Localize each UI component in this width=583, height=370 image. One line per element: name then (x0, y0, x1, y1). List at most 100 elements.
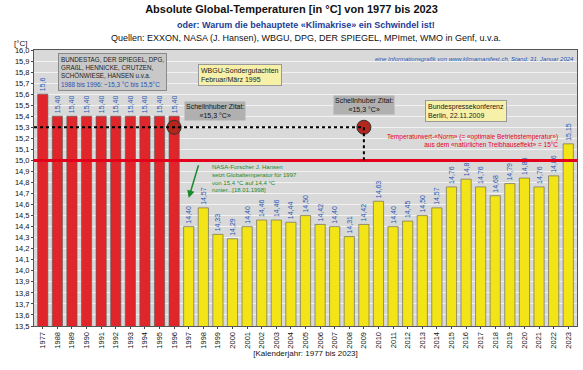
svg-text:15,40: 15,40 (127, 96, 134, 114)
svg-text:15,40: 15,40 (156, 96, 163, 114)
svg-text:2002: 2002 (257, 332, 266, 349)
svg-text:2013: 2013 (418, 332, 427, 349)
svg-text:Quellen: EXXON, NASA (J. Hanse: Quellen: EXXON, NASA (J. Hansen), WBGU, … (111, 33, 501, 43)
svg-text:14,40: 14,40 (331, 206, 338, 224)
svg-text:eine Informationsgrafik von ww: eine Informationsgrafik von www.klimaman… (375, 56, 574, 62)
svg-text:2014: 2014 (432, 332, 441, 349)
svg-text:15,6: 15,6 (39, 77, 46, 91)
svg-text:1996: 1996 (170, 332, 179, 349)
svg-text:BundespressekonferenzBerlin, 2: BundespressekonferenzBerlin, 22.11.2009 (428, 103, 504, 119)
svg-text:14,76: 14,76 (477, 166, 484, 184)
svg-text:14,40: 14,40 (185, 206, 192, 224)
svg-text:2023: 2023 (564, 332, 573, 349)
svg-text:14,8: 14,8 (15, 178, 30, 187)
svg-text:2018: 2018 (491, 332, 500, 349)
svg-text:NASA-Forscher J. Hansensetzt G: NASA-Forscher J. Hansensetzt Globaltempe… (212, 164, 297, 193)
svg-text:15,40: 15,40 (54, 96, 61, 114)
svg-text:14,9: 14,9 (15, 167, 30, 176)
svg-text:oder: Warum die behauptete «Kl: oder: Warum die behauptete «Klimakrise» … (177, 20, 435, 30)
svg-text:1998: 1998 (199, 332, 208, 349)
svg-text:14,46: 14,46 (273, 199, 280, 217)
svg-text:14,7: 14,7 (15, 189, 30, 198)
svg-text:14,31: 14,31 (346, 216, 353, 234)
svg-text:15,40: 15,40 (112, 96, 119, 114)
svg-text:2005: 2005 (301, 332, 310, 349)
svg-text:1990: 1990 (82, 332, 91, 349)
svg-text:14,33: 14,33 (214, 214, 221, 232)
svg-text:15,40: 15,40 (141, 96, 148, 114)
svg-text:2009: 2009 (359, 332, 368, 349)
svg-text:14,29: 14,29 (229, 218, 236, 236)
svg-text:13,7: 13,7 (15, 300, 30, 309)
svg-text:Absolute Global-Temperaturen [: Absolute Global-Temperaturen [in °C] von… (145, 3, 438, 15)
svg-text:14,40: 14,40 (244, 206, 251, 224)
svg-text:15,1: 15,1 (15, 145, 30, 154)
svg-text:2008: 2008 (345, 332, 354, 349)
svg-text:2010: 2010 (374, 332, 383, 349)
svg-text:2019: 2019 (505, 332, 514, 349)
svg-text:15,40: 15,40 (98, 96, 105, 114)
svg-text:14,45: 14,45 (404, 200, 411, 218)
svg-text:2012: 2012 (403, 332, 412, 349)
svg-text:14,1: 14,1 (15, 255, 30, 264)
svg-text:13,5: 13,5 (15, 322, 30, 331)
svg-text:13,9: 13,9 (15, 277, 30, 286)
svg-text:14,84: 14,84 (521, 157, 528, 175)
svg-text:14,50: 14,50 (419, 195, 426, 213)
svg-text:14,3: 14,3 (15, 233, 30, 242)
svg-text:15,6: 15,6 (15, 90, 30, 99)
svg-text:16,0: 16,0 (15, 46, 30, 55)
svg-text:1988: 1988 (53, 332, 62, 349)
svg-text:[Kalenderjahr: 1977 bis 2023]: [Kalenderjahr: 1977 bis 2023] (253, 349, 358, 358)
svg-text:15,5: 15,5 (15, 101, 30, 110)
svg-text:2016: 2016 (461, 332, 470, 349)
svg-text:13,6: 13,6 (15, 311, 30, 320)
svg-text:1997: 1997 (184, 332, 193, 349)
svg-text:14,42: 14,42 (360, 204, 367, 222)
svg-text:14,40: 14,40 (390, 206, 397, 224)
svg-text:1977: 1977 (38, 332, 47, 349)
svg-text:2007: 2007 (330, 332, 339, 349)
svg-text:14,46: 14,46 (258, 199, 265, 217)
svg-text:2021: 2021 (534, 332, 543, 349)
svg-text:14,76: 14,76 (536, 166, 543, 184)
svg-text:14,6: 14,6 (15, 200, 30, 209)
svg-text:15,4: 15,4 (15, 112, 30, 121)
svg-text:1994: 1994 (140, 332, 149, 349)
svg-text:BUNDESTAG, DER SPIEGEL, DPG,GR: BUNDESTAG, DER SPIEGEL, DPG,GRAßL, HENNI… (61, 56, 164, 88)
svg-text:1993: 1993 (126, 332, 135, 349)
svg-text:Schellnhuber Zitat:«15,3 °C»: Schellnhuber Zitat:«15,3 °C» (335, 97, 393, 113)
svg-text:14,63: 14,63 (375, 181, 382, 199)
svg-text:14,79: 14,79 (506, 163, 513, 181)
svg-text:14,83: 14,83 (463, 159, 470, 177)
svg-text:[°C]: [°C] (14, 39, 27, 48)
svg-text:14,50: 14,50 (302, 195, 309, 213)
svg-text:15,9: 15,9 (15, 57, 30, 66)
svg-text:2015: 2015 (447, 332, 456, 349)
svg-text:Temperaturwert-«Norm» (= «opti: Temperaturwert-«Norm» (= «optimale Betri… (387, 133, 558, 148)
svg-text:14,57: 14,57 (433, 187, 440, 205)
svg-text:14,0: 14,0 (15, 266, 30, 275)
svg-text:2020: 2020 (520, 332, 529, 349)
svg-text:15,15: 15,15 (565, 123, 572, 141)
svg-text:15,40: 15,40 (171, 96, 178, 114)
svg-text:14,4: 14,4 (15, 222, 30, 231)
svg-text:2017: 2017 (476, 332, 485, 349)
svg-text:1991: 1991 (97, 332, 106, 349)
svg-text:14,42: 14,42 (317, 204, 324, 222)
svg-text:15,8: 15,8 (15, 68, 30, 77)
svg-text:1999: 1999 (213, 332, 222, 349)
svg-text:14,86: 14,86 (550, 155, 557, 173)
svg-text:Schellnhuber Zitat:«15,3 °C»: Schellnhuber Zitat:«15,3 °C» (186, 103, 244, 119)
svg-text:2001: 2001 (243, 332, 252, 349)
svg-text:15,3: 15,3 (15, 123, 30, 132)
svg-text:14,5: 14,5 (15, 211, 30, 220)
svg-text:14,68: 14,68 (492, 175, 499, 193)
svg-text:15,0: 15,0 (15, 156, 30, 165)
svg-text:2011: 2011 (389, 332, 398, 348)
svg-text:15,7: 15,7 (15, 79, 30, 88)
svg-text:2003: 2003 (272, 332, 281, 349)
svg-text:WBGU-SondergutachtenFebruar/Mä: WBGU-SondergutachtenFebruar/März 1995 (201, 67, 279, 83)
svg-text:2022: 2022 (549, 332, 558, 349)
svg-text:15,2: 15,2 (15, 134, 30, 143)
